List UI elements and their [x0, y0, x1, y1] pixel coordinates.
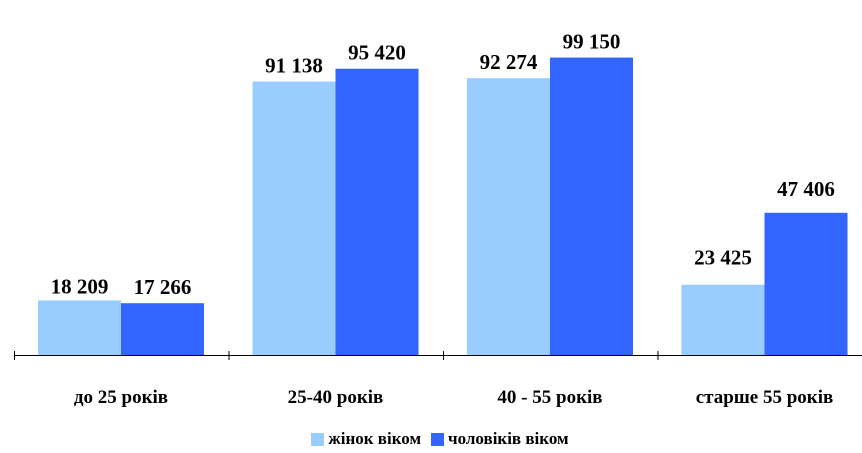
bar-women-2 — [467, 78, 550, 355]
legend-label-men: чоловіків віком — [448, 429, 569, 448]
x-axis — [14, 351, 862, 360]
category-label-1: 25-40 років — [288, 387, 384, 408]
bar-men-2 — [550, 57, 633, 356]
data-label-men-2: 99 150 — [563, 30, 621, 54]
data-label-men-3: 47 406 — [777, 177, 835, 201]
legend-item-women: жінок віком — [311, 429, 421, 449]
data-label-men-0: 17 266 — [134, 275, 192, 299]
category-labels: до 25 років 25-40 років 40 - 55 років старш… — [74, 387, 833, 408]
bar-women-0 — [38, 300, 121, 355]
category-label-0: до 25 років — [74, 387, 168, 408]
data-label-women-1: 91 138 — [265, 54, 323, 78]
bar-men-1 — [335, 68, 419, 356]
data-label-women-3: 23 425 — [694, 246, 752, 270]
legend: жінок віком чоловіків віком — [0, 426, 862, 452]
legend-label-women: жінок віком — [328, 429, 422, 448]
data-label-women-0: 18 209 — [51, 274, 109, 298]
legend-item-men: чоловіків віком — [431, 429, 569, 449]
data-label-women-2: 92 274 — [480, 50, 538, 74]
bar-men-0 — [121, 303, 204, 355]
bar-men-3 — [764, 212, 848, 355]
data-label-men-1: 95 420 — [348, 41, 406, 65]
bar-women-3 — [681, 284, 765, 355]
bars-layer — [38, 57, 848, 356]
legend-swatch-women — [311, 432, 325, 446]
category-label-2: 40 - 55 років — [497, 387, 602, 408]
legend-swatch-men — [431, 432, 445, 446]
value-labels: 18 209 17 266 91 138 95 420 92 274 99 150 23 4… — [51, 30, 835, 300]
category-label-3: старше 55 років — [696, 387, 834, 408]
bar-women-1 — [252, 81, 336, 355]
